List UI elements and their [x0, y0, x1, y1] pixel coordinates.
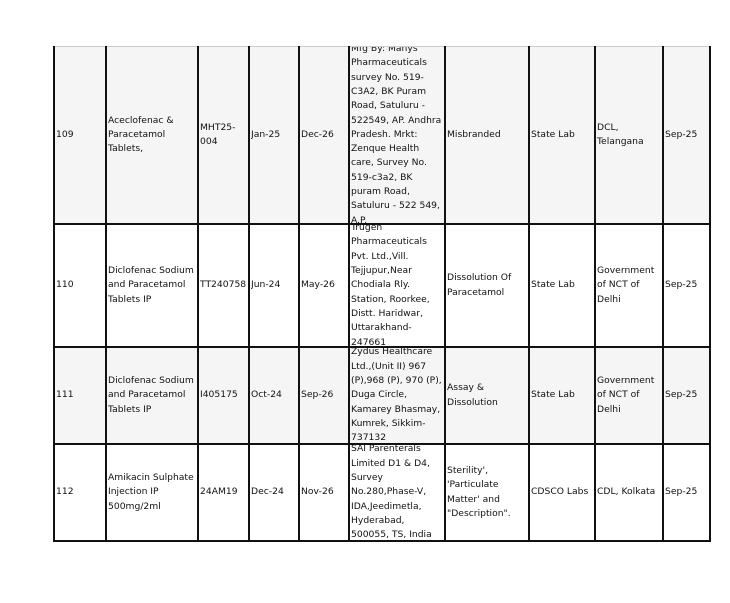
manufacturer: Mfg By: Mahys Pharmaceuticals survey No.… [351, 47, 442, 223]
serial-number-cell: 110 [53, 223, 107, 348]
expiry-date: Dec-26 [301, 128, 334, 140]
serial-number: 112 [56, 486, 74, 498]
batch-number: TT240758 [200, 279, 247, 291]
manufacturer: Zydus Healthcare Ltd.,(Unit II) 967 (P),… [351, 348, 442, 443]
drug-name-cell: Diclofenac Sodium and Paracetamol Tablet… [105, 223, 199, 348]
table-row: 112 Amikacin Sulphate Injection IP 500mg/… [53, 443, 711, 542]
serial-number-cell: 111 [53, 346, 107, 445]
manufacturer: SAI Parenterals Limited D1 & D4, Survey … [351, 445, 432, 540]
batch-number-cell: 24AM19 [197, 443, 250, 542]
expiry-date: Sep-26 [301, 389, 334, 401]
month: Sep-25 [665, 389, 698, 401]
expiry-date-cell: Sep-26 [298, 346, 350, 445]
testing-lab: Government of NCT of Delhi [597, 375, 655, 415]
expiry-date-cell: Nov-26 [298, 443, 350, 542]
batch-number-cell: I405175 [197, 346, 250, 445]
manufacture-date-cell: Oct-24 [248, 346, 300, 445]
batch-number: MHT25-004 [200, 121, 236, 147]
drug-name: Amikacin Sulphate Injection IP 500mg/2ml [108, 472, 194, 512]
lab-type: State Lab [531, 128, 575, 140]
serial-number: 111 [56, 389, 74, 401]
testing-lab-cell: CDL, Kolkata [594, 443, 664, 542]
month: Sep-25 [665, 279, 698, 291]
drug-name-cell: Amikacin Sulphate Injection IP 500mg/2ml [105, 443, 199, 542]
lab-type-cell: State Lab [528, 346, 596, 445]
testing-lab: Government of NCT of Delhi [597, 265, 655, 305]
reason-cell: Misbranded [444, 46, 530, 225]
serial-number: 110 [56, 279, 74, 291]
manufacture-date-cell: Jun-24 [248, 223, 300, 348]
lab-type-cell: CDSCO Labs [528, 443, 596, 542]
lab-type-cell: State Lab [528, 223, 596, 348]
reason-cell: Sterility', 'Particulate Matter' and "De… [444, 443, 530, 542]
lab-type: State Lab [531, 279, 575, 291]
testing-lab-cell: DCL, Telangana [594, 46, 664, 225]
manufacture-date: Dec-24 [251, 486, 284, 498]
expiry-date: Nov-26 [301, 486, 334, 498]
drug-name-cell: Aceclofenac & Paracetamol Tablets, [105, 46, 199, 225]
drug-name: Diclofenac Sodium and Paracetamol Tablet… [108, 375, 194, 415]
drug-name: Aceclofenac & Paracetamol Tablets, [108, 114, 174, 155]
testing-lab: CDL, Kolkata [597, 486, 656, 498]
manufacture-date-cell: Jan-25 [248, 46, 300, 225]
manufacture-date-cell: Dec-24 [248, 443, 300, 542]
manufacturer-cell: Mfg By: Mahys Pharmaceuticals survey No.… [348, 46, 446, 225]
month-cell: Sep-25 [662, 346, 711, 445]
manufacture-date: Jan-25 [251, 128, 281, 140]
month: Sep-25 [665, 128, 698, 140]
table-row: 110 Diclofenac Sodium and Paracetamol Tab… [53, 223, 711, 348]
manufacturer-cell: SAI Parenterals Limited D1 & D4, Survey … [348, 443, 446, 542]
manufacturer-cell: Trugen Pharmaceuticals Pvt. Ltd.,Vill. T… [348, 223, 446, 348]
batch-number: I405175 [200, 389, 238, 401]
drug-name: Diclofenac Sodium and Paracetamol Tablet… [108, 265, 194, 305]
expiry-date: May-26 [301, 279, 335, 291]
reason: Misbranded [447, 128, 501, 140]
testing-lab-cell: Government of NCT of Delhi [594, 223, 664, 348]
drug-name-cell: Diclofenac Sodium and Paracetamol Tablet… [105, 346, 199, 445]
lab-type: CDSCO Labs [531, 486, 589, 498]
reason: Assay & Dissolution [447, 382, 498, 408]
month: Sep-25 [665, 486, 698, 498]
testing-lab: DCL, Telangana [597, 121, 644, 147]
testing-lab-cell: Government of NCT of Delhi [594, 346, 664, 445]
lab-type-cell: State Lab [528, 46, 596, 225]
month-cell: Sep-25 [662, 443, 711, 542]
serial-number-cell: 112 [53, 443, 107, 542]
reason-cell: Assay & Dissolution [444, 346, 530, 445]
drug-alert-table: 109 Aceclofenac & Paracetamol Tablets, MHT… [53, 46, 711, 542]
batch-number: 24AM19 [200, 486, 238, 498]
manufacture-date: Jun-24 [251, 279, 281, 291]
reason: Dissolution Of Paracetamol [447, 272, 512, 298]
expiry-date-cell: Dec-26 [298, 46, 350, 225]
serial-number-cell: 109 [53, 46, 107, 225]
reason: Sterility', 'Particulate Matter' and "De… [447, 464, 511, 519]
batch-number-cell: TT240758 [197, 223, 250, 348]
table-row: 111 Diclofenac Sodium and Paracetamol Tab… [53, 346, 711, 445]
reason-cell: Dissolution Of Paracetamol [444, 223, 530, 348]
expiry-date-cell: May-26 [298, 223, 350, 348]
batch-number-cell: MHT25-004 [197, 46, 250, 225]
manufacturer: Trugen Pharmaceuticals Pvt. Ltd.,Vill. T… [351, 225, 430, 346]
lab-type: State Lab [531, 389, 575, 401]
month-cell: Sep-25 [662, 46, 711, 225]
manufacturer-cell: Zydus Healthcare Ltd.,(Unit II) 967 (P),… [348, 346, 446, 445]
manufacture-date: Oct-24 [251, 389, 282, 401]
serial-number: 109 [56, 128, 74, 140]
month-cell: Sep-25 [662, 223, 711, 348]
table-row: 109 Aceclofenac & Paracetamol Tablets, MHT… [53, 46, 711, 225]
